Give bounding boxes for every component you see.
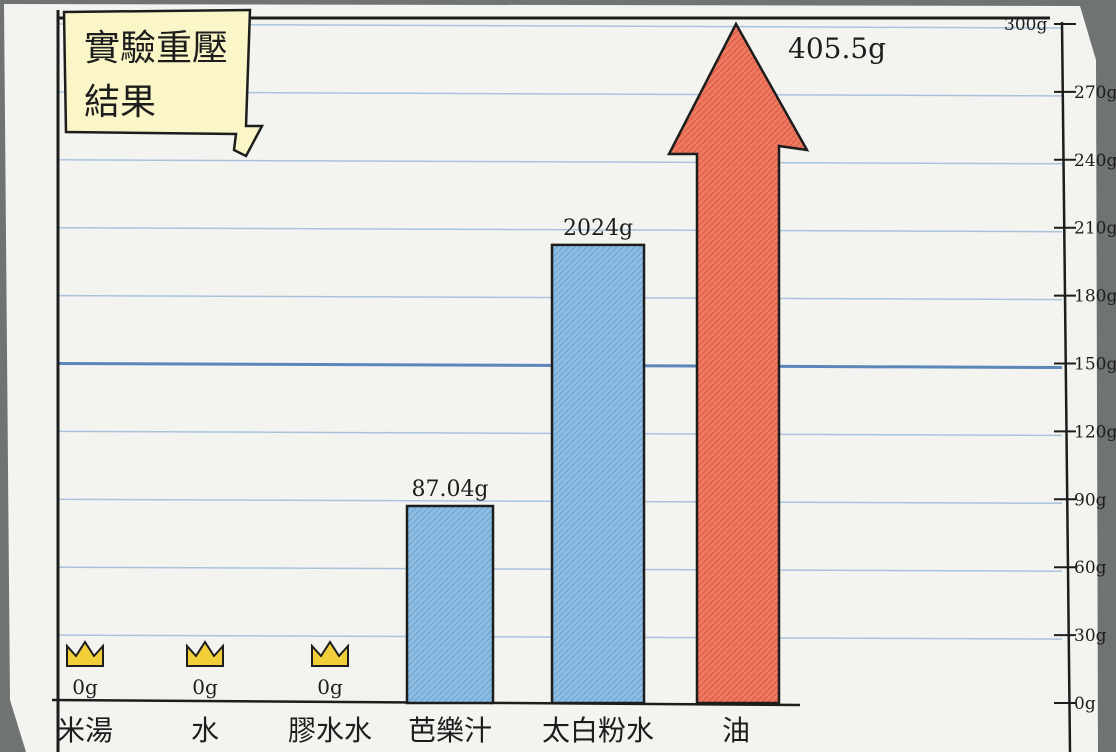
title-line-2: 結果 bbox=[84, 82, 156, 123]
x-category-label: 膠水水 bbox=[288, 714, 372, 747]
data-label: 87.04g bbox=[411, 477, 488, 502]
bar bbox=[405, 504, 495, 705]
y-tick-label: 60g bbox=[1074, 558, 1107, 578]
y-axis-line bbox=[1060, 21, 1072, 752]
bars: 0g 米湯 0g 水 0g 膠水水 87.04g 芭樂汁 2024g 太白粉水 405.5g 油 bbox=[57, 21, 886, 747]
data-label: 0g bbox=[72, 675, 98, 699]
data-label: 2024g bbox=[563, 216, 633, 241]
y-tick-label: 240g bbox=[1074, 151, 1116, 171]
y-tick-label: 120g bbox=[1074, 422, 1116, 442]
crown-icon bbox=[186, 640, 224, 667]
data-label: 0g bbox=[317, 675, 343, 699]
bar bbox=[550, 243, 646, 705]
x-category-label: 太白粉水 bbox=[542, 714, 654, 747]
y-tick-label: 90g bbox=[1074, 490, 1107, 510]
y-axis-ticks: 0g 30g 60g 90g 120g 150g 180g 210g 240g 270g 300g bbox=[1004, 15, 1116, 714]
y-tick-label: 210g bbox=[1074, 219, 1116, 239]
title-callout bbox=[62, 8, 265, 158]
x-category-label: 芭樂汁 bbox=[408, 714, 492, 747]
x-category-label: 油 bbox=[722, 714, 750, 747]
y-tick-label: 150g bbox=[1074, 355, 1116, 375]
x-category-label: 水 bbox=[191, 714, 219, 747]
data-label: 0g bbox=[192, 675, 218, 699]
crown-icon bbox=[311, 640, 349, 667]
title-line-1: 實驗重壓 bbox=[84, 28, 228, 69]
grid-line bbox=[57, 226, 1063, 233]
y-tick-label: 180g bbox=[1074, 287, 1116, 307]
grid-line bbox=[57, 159, 1063, 165]
y-tick-label: 30g bbox=[1074, 626, 1107, 646]
bar-arrow-oil bbox=[666, 21, 810, 705]
y-tick-label: 0g bbox=[1074, 694, 1096, 714]
x-category-label: 米湯 bbox=[57, 714, 113, 747]
y-tick-label: 270g bbox=[1074, 83, 1116, 103]
data-label: 405.5g bbox=[788, 32, 886, 65]
y-tick-label: 300g bbox=[1004, 15, 1047, 35]
crown-icon bbox=[66, 640, 104, 667]
